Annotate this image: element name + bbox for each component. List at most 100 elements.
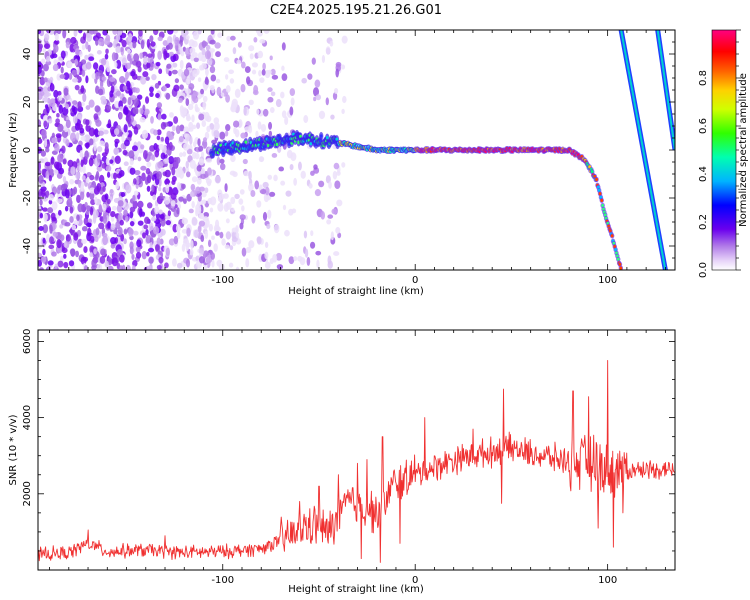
noise-blob: [124, 139, 130, 147]
noise-blob: [196, 165, 202, 172]
noise-blob: [134, 169, 141, 176]
signal-point: [319, 134, 323, 138]
signal-point: [211, 152, 215, 157]
noise-blob: [256, 200, 262, 208]
y-tick-label: 2000: [22, 481, 33, 506]
noise-blob: [202, 101, 207, 111]
noise-blob: [57, 90, 62, 96]
noise-blob: [189, 135, 193, 145]
noise-blob: [75, 250, 79, 258]
noise-blob: [96, 263, 103, 270]
noise-blob: [185, 47, 191, 56]
noise-blob: [39, 267, 44, 270]
noise-blob: [117, 200, 124, 207]
noise-blob: [111, 205, 117, 211]
noise-blob: [172, 30, 179, 34]
noise-blob: [53, 266, 58, 270]
noise-blob: [51, 132, 55, 139]
noise-blob: [183, 68, 190, 77]
noise-blob: [131, 36, 138, 44]
noise-blob: [172, 62, 178, 68]
noise-blob: [126, 48, 132, 54]
noise-blob: [110, 243, 116, 249]
noise-blob: [185, 160, 189, 169]
noise-blob: [140, 165, 147, 171]
noise-blob: [69, 216, 74, 223]
noise-blob: [119, 219, 124, 226]
noise-blob: [106, 105, 112, 111]
noise-blob: [56, 239, 62, 249]
noise-blob: [54, 32, 59, 41]
noise-blob: [129, 158, 134, 166]
noise-blob: [203, 84, 208, 91]
noise-blob: [185, 98, 190, 107]
y-tick-label: 6000: [22, 329, 33, 354]
noise-blob: [273, 174, 278, 182]
noise-blob: [281, 73, 288, 81]
noise-blob: [259, 188, 267, 195]
noise-blob: [38, 66, 42, 75]
colorbar-tick-label: 0.2: [698, 214, 709, 230]
noise-blob: [94, 105, 101, 113]
noise-blob: [191, 200, 195, 209]
noise-blob: [137, 94, 143, 100]
noise-blob: [151, 184, 155, 193]
noise-blob: [55, 118, 60, 125]
noise-blob: [167, 42, 173, 50]
noise-blob: [193, 57, 199, 63]
noise-blob: [75, 171, 81, 180]
noise-blob: [145, 228, 149, 236]
spectrogram-panel: -100 0 100 -40 -20 0 20 40 Height of straight l…: [8, 29, 676, 297]
noise-blob: [146, 265, 152, 270]
noise-blob: [336, 170, 341, 176]
noise-blob: [270, 91, 276, 97]
noise-blob: [185, 242, 191, 248]
noise-blob: [93, 248, 97, 255]
noise-blob: [42, 63, 49, 72]
noise-blob: [94, 128, 99, 138]
noise-blob: [172, 258, 177, 267]
noise-blob: [236, 59, 242, 65]
noise-blob: [200, 88, 205, 95]
noise-blob: [53, 89, 59, 98]
noise-blob: [330, 231, 334, 241]
noise-blob: [297, 255, 303, 262]
noise-blob: [105, 165, 112, 172]
noise-blob: [146, 38, 151, 49]
noise-blob: [229, 170, 236, 176]
noise-blob: [188, 39, 195, 47]
noise-blob: [156, 135, 161, 141]
noise-blob: [235, 266, 240, 270]
noise-blob: [190, 183, 196, 191]
noise-blob: [93, 142, 97, 152]
noise-blob: [65, 234, 71, 242]
noise-blob: [225, 85, 231, 93]
noise-blob: [268, 121, 273, 130]
noise-blob: [101, 163, 106, 169]
noise-blob: [104, 53, 109, 60]
signal-point: [309, 142, 313, 146]
signal-point: [600, 198, 604, 203]
noise-blob: [43, 138, 48, 148]
noise-blob: [200, 173, 207, 180]
noise-blob: [205, 257, 210, 264]
noise-blob: [158, 256, 164, 264]
noise-blob: [264, 251, 269, 260]
noise-blob: [83, 246, 88, 253]
noise-blob: [157, 50, 162, 60]
noise-blob: [276, 264, 284, 270]
noise-blob: [217, 196, 222, 202]
noise-blob: [68, 260, 75, 267]
noise-blob: [193, 240, 198, 247]
noise-blob: [132, 195, 136, 202]
noise-blob: [221, 238, 226, 246]
noise-blob: [126, 53, 132, 62]
signal-point: [601, 203, 605, 208]
noise-blob: [258, 69, 262, 77]
noise-blob: [219, 131, 226, 140]
noise-blob: [326, 219, 332, 225]
noise-blob: [213, 129, 220, 138]
noise-blob: [79, 149, 83, 158]
noise-blob: [244, 66, 251, 74]
